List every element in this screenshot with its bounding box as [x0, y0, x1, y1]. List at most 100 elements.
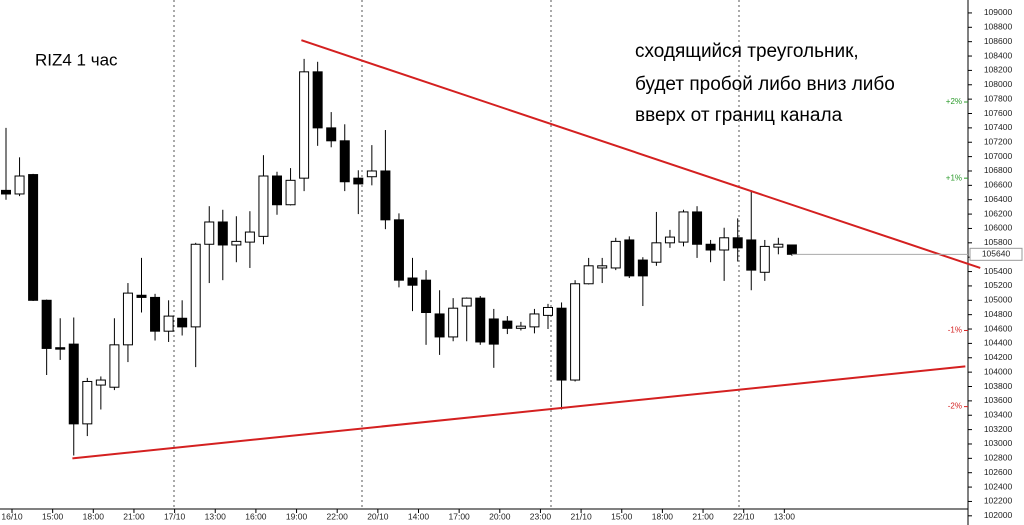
candle-body [732, 237, 743, 249]
candle-body [421, 279, 432, 314]
y-tick-label: 105800 [984, 237, 1013, 247]
candle-body [258, 175, 269, 237]
y-tick-label: 106800 [984, 165, 1013, 175]
x-tick-label: 18:00 [83, 511, 105, 521]
candle-body [637, 259, 648, 277]
x-tick-label: 15:00 [611, 511, 633, 521]
y-tick-label: 106600 [984, 180, 1013, 190]
candle-body [55, 347, 66, 350]
percent-label: +1% [946, 173, 962, 182]
candle-body [393, 219, 404, 281]
candle-body [366, 170, 377, 178]
candle-body [678, 211, 689, 243]
candle-body [651, 242, 662, 263]
y-tick-label: 106400 [984, 194, 1013, 204]
candle-body [570, 283, 581, 381]
candle-body [759, 245, 770, 273]
x-tick-label: 16:00 [245, 511, 267, 521]
candle-body [231, 240, 242, 246]
candle-body [556, 307, 567, 381]
y-tick-label: 104200 [984, 352, 1013, 362]
percent-label: -1% [948, 326, 962, 335]
y-tick-label: 107600 [984, 108, 1013, 118]
last-price-box [969, 247, 1023, 261]
candle-body [14, 175, 25, 195]
x-tick-label: 13:00 [205, 511, 227, 521]
y-tick-label: 103200 [984, 424, 1013, 434]
candle-body [624, 239, 635, 277]
candle-body [705, 243, 716, 251]
y-tick-label: 104800 [984, 309, 1013, 319]
x-tick-label: 16/10 [1, 511, 23, 521]
y-tick-label: 104000 [984, 366, 1013, 376]
candle-body [68, 343, 79, 425]
annotation: будет пробой либо вниз либо [635, 74, 895, 95]
candle-body [150, 296, 161, 332]
annotation: вверх от границ канала [635, 105, 843, 126]
candle-body [502, 320, 513, 329]
candle-body [692, 211, 703, 245]
y-tick-label: 108000 [984, 79, 1013, 89]
candle-body [204, 221, 215, 245]
y-tick-label: 104400 [984, 338, 1013, 348]
candle-body [326, 127, 337, 142]
chart-title: RIZ4 1 час [35, 50, 118, 69]
x-tick-label: 13:00 [774, 511, 796, 521]
candle-body [109, 344, 120, 388]
x-tick-label: 20/10 [367, 511, 389, 521]
candle-body [285, 179, 296, 206]
y-tick-label: 102600 [984, 467, 1013, 477]
candle-body [122, 292, 133, 346]
candle-body [312, 71, 323, 129]
y-tick-label: 108600 [984, 36, 1013, 46]
percent-label: +2% [946, 97, 962, 106]
percent-label: -2% [948, 402, 962, 411]
x-tick-label: 22:00 [327, 511, 349, 521]
candle-body [339, 140, 350, 183]
y-tick-label: 104600 [984, 323, 1013, 333]
y-tick-label: 102400 [984, 481, 1013, 491]
candle-body [272, 175, 282, 206]
candle-body [773, 243, 784, 248]
x-tick-label: 14:00 [408, 511, 430, 521]
y-tick-label: 103400 [984, 409, 1013, 419]
candle-body [529, 313, 540, 328]
candle-body [407, 277, 418, 286]
y-tick-label: 105000 [984, 295, 1013, 305]
y-tick-label: 102200 [984, 496, 1013, 506]
candle-body [244, 231, 255, 243]
candle-body [299, 71, 310, 179]
x-tick-label: 21/10 [570, 511, 592, 521]
candle-body [488, 318, 499, 345]
x-tick-label: 17/10 [164, 511, 186, 521]
candle-body [543, 306, 553, 316]
y-tick-label: 105400 [984, 266, 1013, 276]
y-tick-label: 108800 [984, 22, 1013, 32]
y-tick-label: 108200 [984, 65, 1013, 75]
y-tick-label: 102800 [984, 453, 1013, 463]
candle-body [719, 237, 730, 251]
x-tick-label: 15:00 [42, 511, 64, 521]
y-tick-label: 105200 [984, 280, 1013, 290]
candle-body [82, 380, 93, 425]
y-tick-label: 107000 [984, 151, 1013, 161]
candle-body [380, 170, 391, 221]
x-tick-label: 20:00 [489, 511, 511, 521]
candle-body [515, 325, 526, 329]
candle-body [434, 313, 445, 338]
y-tick-label: 108400 [984, 50, 1013, 60]
y-tick-label: 103000 [984, 438, 1013, 448]
candle-body [597, 265, 608, 269]
candle-body [95, 379, 106, 386]
y-tick-label: 103800 [984, 381, 1013, 391]
x-tick-label: 17:00 [449, 511, 471, 521]
candle-body [786, 244, 797, 255]
y-tick-label: 107800 [984, 93, 1013, 103]
x-tick-label: 18:00 [652, 511, 674, 521]
last-price-label: 105640 [982, 249, 1011, 259]
candle-body [1, 189, 11, 195]
candle-body [664, 236, 675, 244]
